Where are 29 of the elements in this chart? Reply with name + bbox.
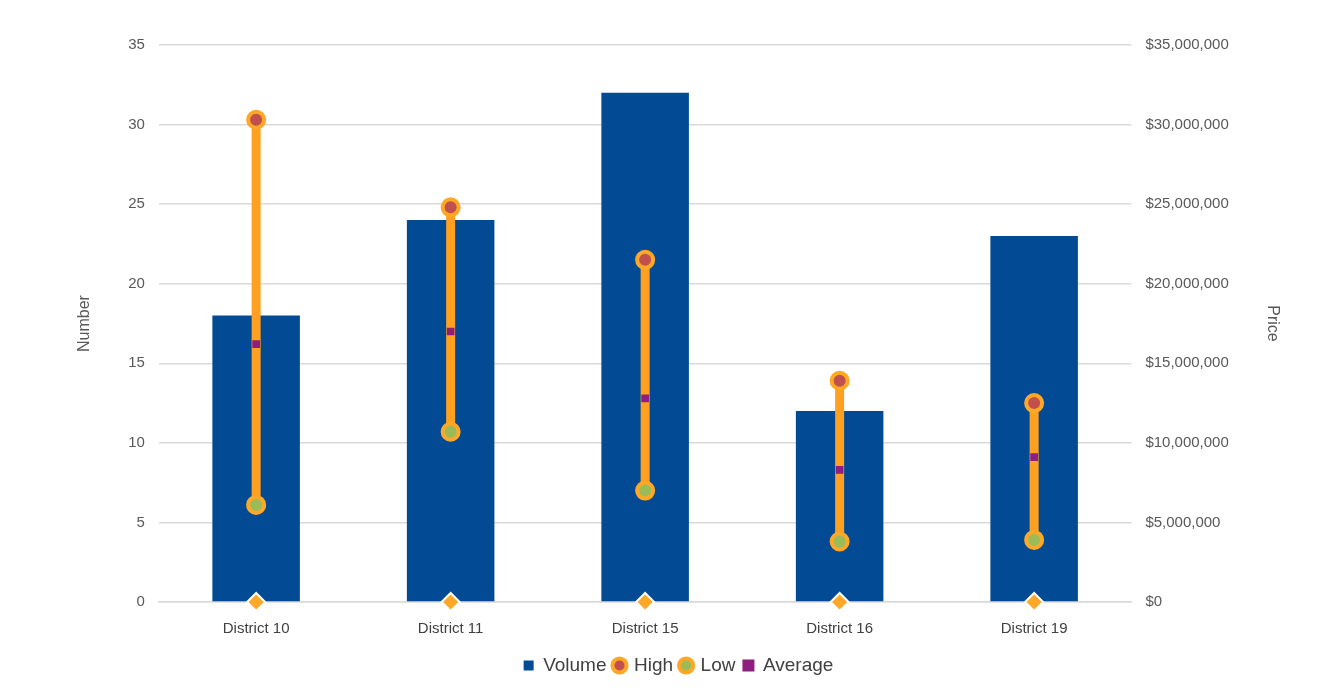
y2-axis-title: Price (1264, 305, 1282, 342)
legend-label: High (634, 653, 674, 675)
y2-tick-label: $5,000,000 (1145, 512, 1221, 530)
y-tick-label: 25 (128, 194, 145, 212)
legend-label: Average (762, 653, 834, 675)
y-tick-label: 10 (128, 433, 145, 450)
y-tick-label: 30 (128, 114, 145, 132)
y-tick-label: 20 (128, 273, 145, 291)
legend-label: Low (700, 653, 736, 675)
y2-tick-label: $0 (1145, 592, 1163, 610)
x-tick-label: District 11 (417, 619, 484, 637)
y-tick-label: 15 (128, 353, 145, 371)
y2-tick-label: $35,000,000 (1145, 35, 1229, 53)
y2-tick-label: $10,000,000 (1145, 433, 1229, 450)
bar (990, 235, 1078, 602)
y-tick-label: 0 (136, 592, 145, 610)
y-tick-label: 5 (136, 512, 145, 530)
y-axis-title: Number (75, 294, 93, 352)
legend-label: Volume (543, 653, 607, 675)
y2-tick-label: $25,000,000 (1145, 194, 1229, 212)
y2-tick-label: $30,000,000 (1145, 114, 1229, 132)
x-tick-label: District 15 (611, 619, 679, 637)
y2-tick-label: $15,000,000 (1145, 353, 1229, 371)
y2-tick-label: $20,000,000 (1145, 273, 1229, 291)
x-tick-label: District 16 (806, 619, 873, 637)
y-tick-label: 35 (128, 35, 145, 53)
x-tick-label: District 19 (1000, 619, 1068, 637)
bar (601, 92, 689, 602)
x-tick-label: District 10 (222, 619, 290, 637)
